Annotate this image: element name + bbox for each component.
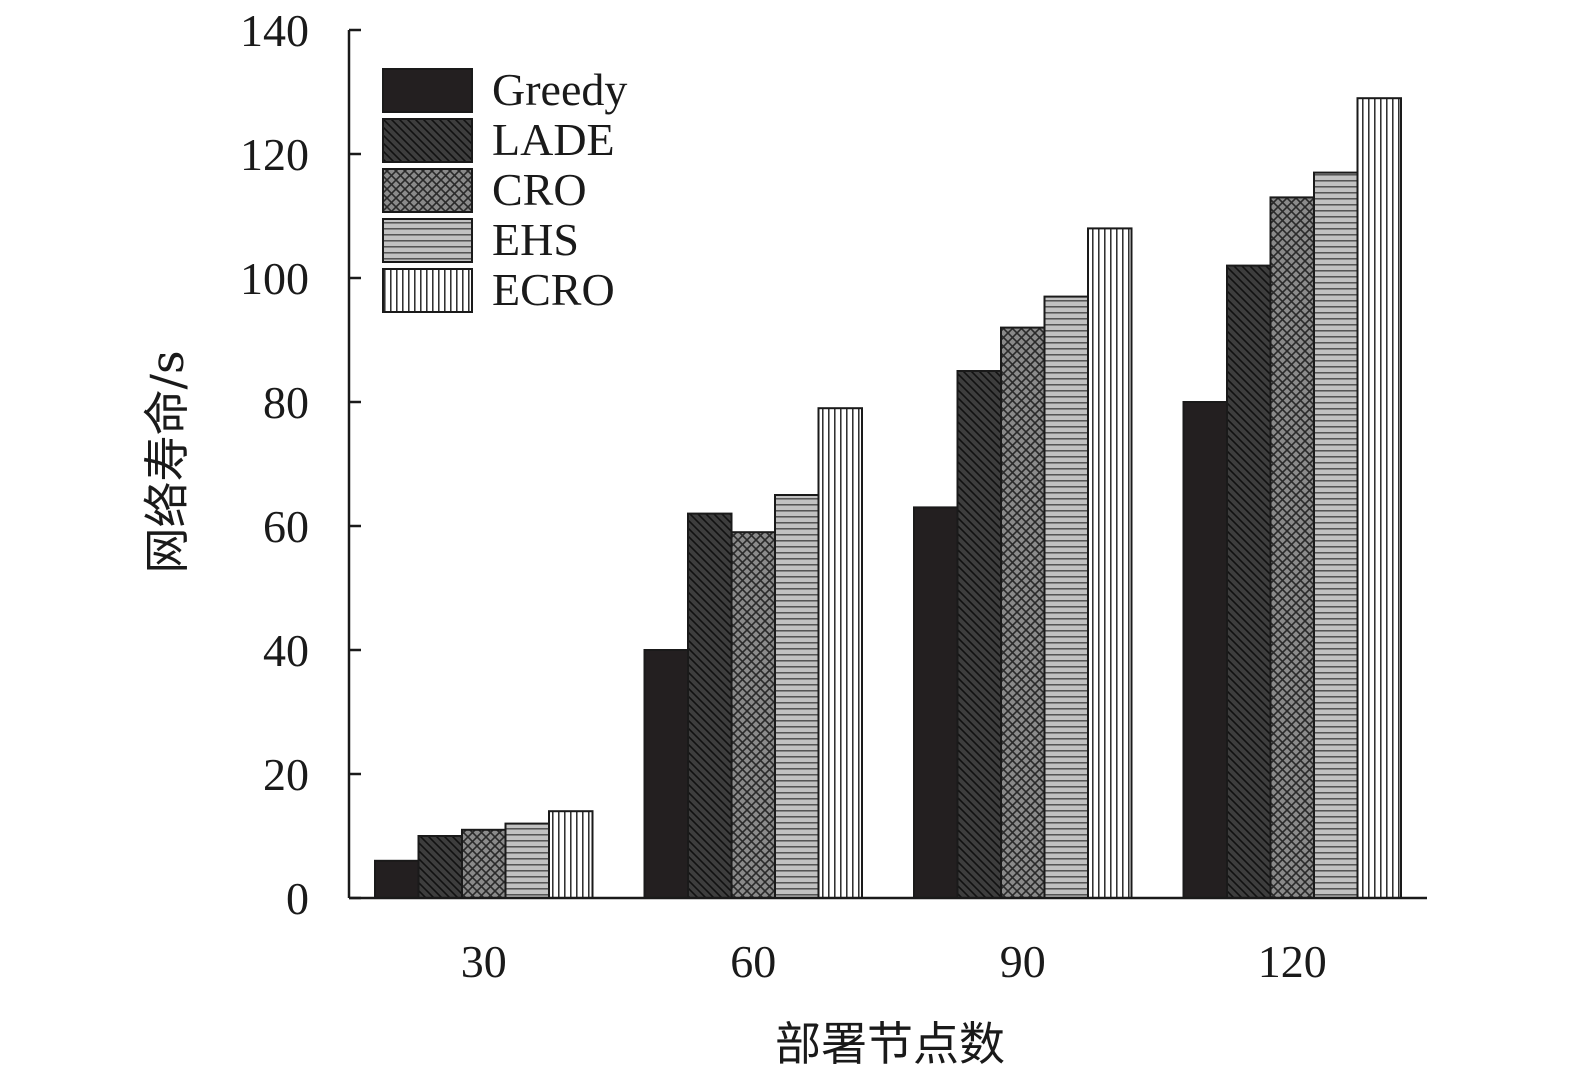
legend-label-cro: CRO	[492, 164, 587, 215]
x-ticks-group: 30 60 90 120	[461, 936, 1327, 987]
y-tick-label: 80	[263, 377, 309, 428]
legend-label-lade: LADE	[492, 114, 615, 165]
bar-ehs-30	[504, 822, 550, 899]
bar-ehs-120	[1313, 171, 1359, 900]
y-tick-label: 120	[240, 129, 309, 180]
bars-group	[374, 97, 1402, 900]
bar-ehs-60	[774, 494, 820, 899]
x-tick-label: 90	[1000, 936, 1046, 987]
bar-ehs-90	[1043, 295, 1089, 900]
bar-ecro-90	[1087, 227, 1133, 899]
legend-swatch-ecro	[382, 268, 473, 313]
bar-cro-90	[1000, 326, 1046, 900]
bar-ecro-60	[817, 407, 863, 899]
x-tick-label: 120	[1258, 936, 1327, 987]
legend-label-greedy: Greedy	[492, 64, 627, 115]
legend-label-ecro: ECRO	[492, 264, 615, 315]
legend-swatch-ehs	[382, 218, 473, 263]
y-tick-label: 0	[286, 873, 309, 924]
axes-group	[347, 30, 1427, 900]
bar-greedy-120	[1182, 401, 1228, 899]
y-tick-label: 140	[240, 5, 309, 56]
bar-lade-120	[1226, 264, 1272, 900]
bar-cro-120	[1269, 196, 1315, 899]
y-tick-label: 100	[240, 253, 309, 304]
y-axis-title: 网络寿命/s	[140, 350, 194, 573]
bar-lade-90	[956, 370, 1002, 899]
bar-cro-30	[461, 828, 507, 899]
bar-greedy-90	[913, 506, 959, 899]
x-axis-title: 部署节点数	[775, 1017, 1005, 1071]
legend-swatch-cro	[382, 168, 473, 213]
bar-lade-30	[417, 835, 463, 899]
bar-lade-60	[687, 512, 733, 899]
bar-greedy-60	[643, 649, 689, 899]
y-tick-label: 60	[263, 501, 309, 552]
y-ticks-group: 0 20 40 60 80 100 120 140	[240, 5, 361, 924]
x-tick-label: 60	[730, 936, 776, 987]
y-tick-label: 20	[263, 749, 309, 800]
legend-swatch-lade	[382, 118, 473, 163]
bar-greedy-30	[374, 859, 420, 899]
legend-swatch-greedy	[382, 68, 473, 113]
bar-ecro-30	[548, 810, 594, 900]
bar-cro-60	[730, 531, 776, 899]
bar-ecro-120	[1356, 97, 1402, 899]
x-tick-label: 30	[461, 936, 507, 987]
y-tick-label: 40	[263, 625, 309, 676]
legend-label-ehs: EHS	[492, 214, 579, 265]
